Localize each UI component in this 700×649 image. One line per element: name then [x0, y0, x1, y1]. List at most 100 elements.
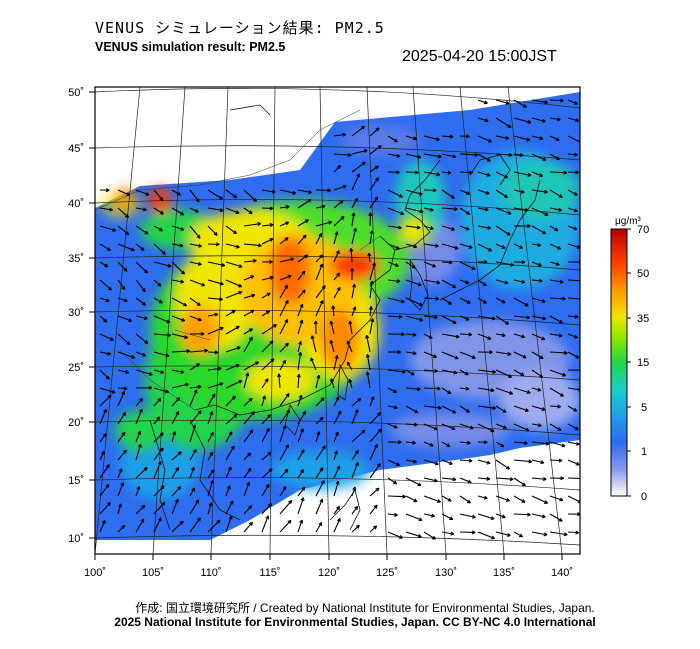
wind-arrow	[333, 185, 347, 191]
wind-arrow-head	[250, 309, 255, 314]
wind-arrow-head	[521, 279, 526, 284]
wind-arrow-head	[483, 100, 488, 105]
wind-arrow-head	[506, 532, 511, 537]
wind-arrow-head	[139, 408, 143, 413]
wind-arrow	[459, 207, 470, 215]
wind-arrow	[153, 333, 171, 336]
wind-arrow	[369, 444, 378, 461]
wind-arrow	[171, 486, 182, 497]
wind-arrow-head	[541, 118, 546, 123]
wind-arrow	[207, 189, 223, 200]
wind-arrow-head	[502, 409, 507, 413]
wind-arrow	[99, 502, 111, 515]
wind-arrow	[330, 320, 335, 335]
wind-arrow-head	[373, 525, 378, 530]
wind-arrow-head	[471, 266, 476, 270]
wind-arrow-head	[339, 200, 344, 205]
wind-arrow-head	[105, 375, 110, 380]
wind-arrow-head	[510, 262, 515, 267]
wind-arrow-head	[165, 389, 170, 394]
wind-arrow	[387, 315, 403, 318]
wind-arrow	[567, 297, 580, 300]
wind-arrow	[99, 279, 112, 291]
wind-arrow-head	[503, 194, 508, 198]
wind-arrow-head	[483, 440, 488, 445]
wind-arrow	[225, 225, 237, 235]
wind-arrow-head	[541, 336, 546, 341]
wind-arrow	[405, 225, 421, 229]
wind-arrow	[531, 477, 547, 480]
wind-arrow-head	[167, 263, 172, 268]
wind-arrow	[549, 243, 562, 250]
wind-arrow-head	[267, 451, 272, 456]
wind-arrow-head	[198, 243, 203, 248]
wind-arrow	[423, 531, 436, 540]
wind-arrow	[207, 451, 214, 461]
wind-arrow	[387, 495, 406, 498]
wind-arrow	[171, 520, 184, 533]
wind-arrow	[459, 333, 472, 336]
wind-arrow	[351, 212, 355, 227]
colorbar-tick-35: 35	[637, 313, 649, 325]
wind-arrow-head	[413, 422, 418, 427]
wind-arrow	[261, 340, 274, 353]
wind-arrow-head	[418, 191, 423, 196]
wind-arrow-head	[287, 519, 292, 524]
wind-arrow	[531, 297, 546, 303]
wind-arrow	[513, 495, 526, 503]
wind-arrow	[531, 279, 543, 282]
wind-arrow	[441, 315, 457, 324]
wind-arrow	[225, 445, 235, 461]
wind-arrow-head	[521, 260, 526, 265]
wind-arrow-head	[298, 340, 303, 345]
wind-arrow-head	[575, 354, 580, 359]
wind-arrow-head	[177, 451, 182, 456]
wind-arrow	[243, 207, 253, 215]
wind-arrow-head	[181, 270, 186, 275]
wind-arrow	[171, 498, 179, 515]
wind-arrow	[279, 319, 289, 335]
wind-arrow-head	[370, 396, 375, 401]
wind-arrow-head	[559, 392, 564, 397]
wind-arrow	[423, 369, 438, 372]
wind-arrow-head	[485, 190, 490, 195]
wind-arrow-head	[491, 316, 496, 321]
wind-arrow	[477, 243, 492, 252]
wind-arrow-head	[126, 341, 131, 346]
wind-arrow-head	[541, 299, 546, 303]
wind-arrow-head	[214, 350, 219, 355]
wind-arrow	[315, 445, 326, 461]
wind-arrow-head	[321, 285, 326, 290]
wind-arrow-head	[248, 505, 253, 510]
wind-arrow	[477, 279, 487, 287]
wind-arrow	[531, 459, 545, 464]
wind-arrow-head	[257, 243, 262, 248]
wind-arrow-head	[319, 467, 324, 472]
wind-arrow	[135, 189, 150, 196]
wind-arrow-head	[300, 449, 305, 454]
wind-arrow	[351, 283, 356, 299]
wind-arrow	[135, 486, 140, 497]
wind-arrow-head	[370, 318, 375, 323]
wind-arrow	[567, 243, 580, 249]
wind-arrow-head	[236, 346, 241, 351]
wind-arrow	[99, 464, 110, 479]
wind-arrow	[549, 117, 561, 121]
wind-arrow-head	[200, 331, 205, 336]
wind-arrow-head	[257, 221, 262, 226]
wind-arrow	[495, 531, 511, 537]
wind-arrow-head	[412, 332, 417, 337]
wind-arrow	[243, 260, 257, 263]
wind-arrow-head	[558, 207, 563, 212]
wind-arrow	[495, 423, 507, 429]
wind-arrow-head	[396, 170, 400, 175]
wind-arrow	[531, 189, 548, 193]
wind-arrow-head	[267, 503, 272, 508]
wind-arrow-head	[196, 517, 201, 522]
wind-arrow	[315, 254, 324, 263]
wind-arrow-head	[542, 230, 547, 235]
wind-arrow-head	[522, 103, 527, 108]
wind-arrow	[171, 333, 188, 339]
wind-arrow	[459, 153, 478, 156]
wind-arrow-head	[377, 428, 382, 433]
